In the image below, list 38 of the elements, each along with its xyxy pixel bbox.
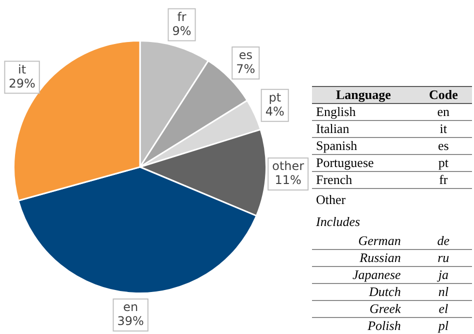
- slice-label: en: [123, 300, 138, 314]
- text: Greek: [370, 301, 401, 316]
- slice-label: it: [18, 62, 26, 76]
- slice-label: fr: [177, 10, 186, 24]
- text: de: [437, 233, 450, 248]
- text: Italian: [316, 121, 350, 136]
- text: Polish: [368, 318, 401, 333]
- text: pt: [438, 155, 448, 170]
- text: ja: [438, 267, 448, 282]
- text: pl: [438, 318, 448, 333]
- text: el: [438, 301, 448, 316]
- text: Other: [316, 192, 346, 207]
- text: it: [440, 121, 448, 136]
- data-label: 11%: [274, 173, 302, 188]
- text: ru: [438, 250, 450, 265]
- category-label: Language: [334, 86, 392, 104]
- text: Russian: [360, 250, 401, 265]
- category-label: Code: [428, 86, 459, 104]
- slice-label: es: [238, 48, 252, 62]
- text: Includes: [316, 214, 360, 229]
- text: Portuguese: [316, 155, 374, 170]
- text: nl: [438, 284, 448, 299]
- slice-label: pt: [268, 90, 282, 105]
- text: Spanish: [316, 138, 358, 153]
- text: Japanese: [352, 267, 401, 282]
- text: en: [437, 104, 450, 119]
- text: fr: [439, 172, 448, 187]
- text: German: [358, 233, 401, 248]
- data-label: 7%: [236, 62, 256, 76]
- data-label: 29%: [8, 76, 36, 90]
- slice-label: other: [272, 159, 304, 174]
- text: es: [438, 138, 449, 153]
- data-label: 4%: [265, 104, 284, 119]
- text: Dutch: [369, 284, 401, 299]
- data-label: 39%: [117, 314, 144, 328]
- text: English: [316, 104, 356, 119]
- text: French: [316, 172, 352, 187]
- data-label: 9%: [172, 24, 192, 38]
